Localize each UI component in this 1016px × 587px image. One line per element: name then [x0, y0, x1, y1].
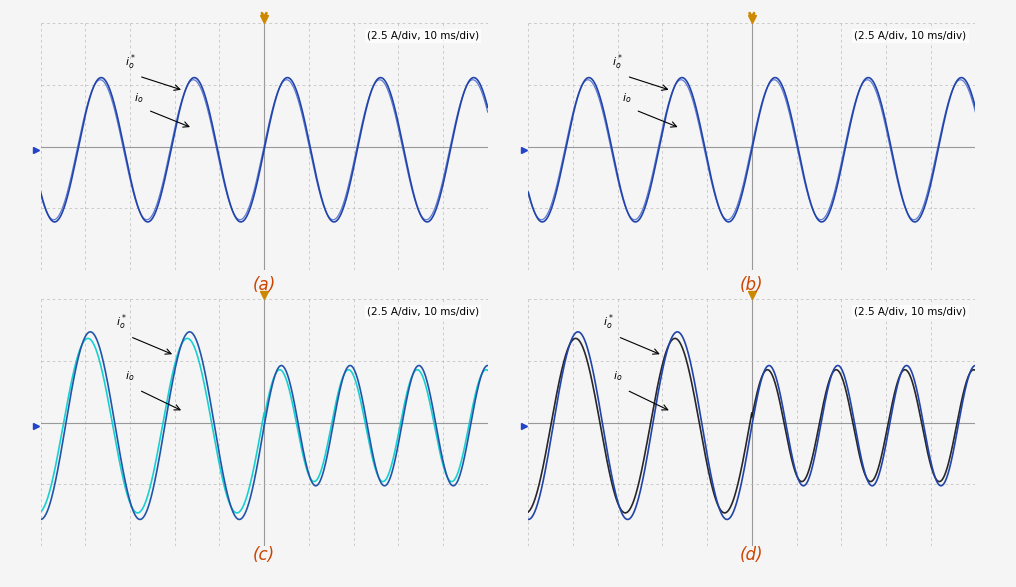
Text: $i_o$: $i_o$: [125, 370, 135, 383]
Text: (d): (d): [740, 546, 764, 564]
Text: $i_o^*$: $i_o^*$: [116, 312, 127, 332]
Text: $i_o$: $i_o$: [622, 91, 631, 105]
Text: (2.5 A/div, 10 ms/div): (2.5 A/div, 10 ms/div): [854, 31, 966, 41]
Text: (c): (c): [253, 546, 275, 564]
Text: $i_o$: $i_o$: [613, 370, 623, 383]
Text: (a): (a): [253, 276, 275, 294]
Text: (2.5 A/div, 10 ms/div): (2.5 A/div, 10 ms/div): [367, 307, 479, 317]
Text: (2.5 A/div, 10 ms/div): (2.5 A/div, 10 ms/div): [367, 31, 479, 41]
Text: $i_o^*$: $i_o^*$: [125, 52, 135, 72]
Text: $i_o^*$: $i_o^*$: [613, 52, 623, 72]
Text: (b): (b): [740, 276, 764, 294]
Text: $i_o$: $i_o$: [134, 91, 143, 105]
Text: (2.5 A/div, 10 ms/div): (2.5 A/div, 10 ms/div): [854, 307, 966, 317]
Text: $i_o^*$: $i_o^*$: [604, 312, 615, 332]
